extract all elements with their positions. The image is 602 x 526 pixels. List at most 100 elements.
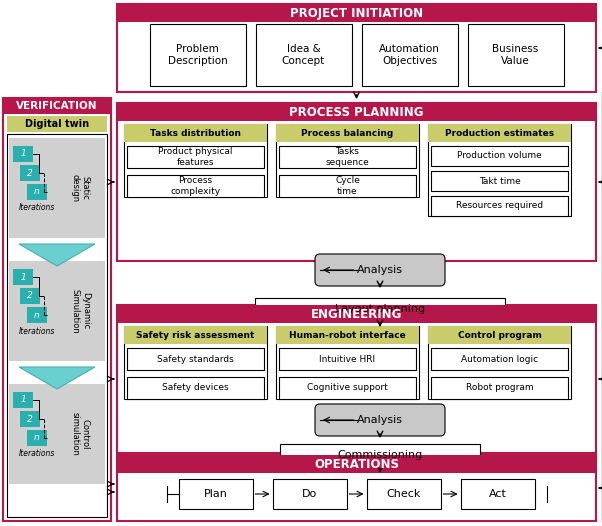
Text: Idea &
Concept: Idea & Concept (282, 44, 325, 66)
Text: Safety risk assessment: Safety risk assessment (136, 330, 255, 339)
Polygon shape (19, 244, 95, 266)
Text: Process balancing: Process balancing (302, 128, 394, 137)
Text: 2: 2 (27, 414, 33, 423)
FancyBboxPatch shape (13, 146, 33, 162)
FancyBboxPatch shape (20, 165, 40, 181)
Text: Problem
Description: Problem Description (167, 44, 228, 66)
Text: Commissioning: Commissioning (337, 450, 423, 460)
Text: Digital twin: Digital twin (25, 119, 89, 129)
Polygon shape (19, 367, 95, 389)
FancyBboxPatch shape (55, 261, 105, 361)
Text: Check: Check (386, 489, 421, 499)
FancyBboxPatch shape (20, 288, 40, 304)
Text: 2: 2 (27, 291, 33, 300)
Text: Automation
Objectives: Automation Objectives (379, 44, 440, 66)
Text: 2: 2 (27, 168, 33, 177)
FancyBboxPatch shape (279, 377, 416, 399)
FancyBboxPatch shape (27, 307, 47, 323)
Text: Analysis: Analysis (357, 265, 403, 275)
FancyBboxPatch shape (13, 392, 33, 408)
FancyBboxPatch shape (3, 98, 111, 114)
FancyBboxPatch shape (127, 377, 264, 399)
Text: Cognitive support: Cognitive support (307, 383, 388, 392)
FancyBboxPatch shape (7, 116, 107, 132)
Text: PROCESS PLANNING: PROCESS PLANNING (289, 106, 424, 118)
FancyBboxPatch shape (27, 430, 47, 446)
FancyBboxPatch shape (315, 254, 445, 286)
Text: PROJECT INITIATION: PROJECT INITIATION (290, 6, 423, 19)
FancyBboxPatch shape (468, 24, 563, 86)
FancyBboxPatch shape (279, 348, 416, 370)
FancyBboxPatch shape (428, 124, 571, 142)
FancyBboxPatch shape (117, 4, 596, 22)
Text: Human-robot interface: Human-robot interface (289, 330, 406, 339)
FancyBboxPatch shape (279, 175, 416, 197)
FancyBboxPatch shape (117, 455, 596, 473)
Text: Safety standards: Safety standards (157, 355, 234, 363)
Text: Tasks
sequence: Tasks sequence (326, 147, 370, 167)
Text: Takt time: Takt time (479, 177, 520, 186)
FancyBboxPatch shape (124, 326, 267, 399)
Text: Intuitive HRI: Intuitive HRI (320, 355, 376, 363)
FancyBboxPatch shape (276, 326, 419, 344)
FancyBboxPatch shape (13, 269, 33, 285)
Text: Product physical
features: Product physical features (158, 147, 233, 167)
FancyBboxPatch shape (117, 4, 596, 92)
FancyBboxPatch shape (27, 184, 47, 200)
Text: Control
simulation: Control simulation (70, 412, 90, 456)
FancyBboxPatch shape (428, 326, 571, 344)
FancyBboxPatch shape (127, 146, 264, 168)
Text: ENGINEERING: ENGINEERING (311, 308, 402, 320)
Text: 1: 1 (20, 149, 26, 158)
FancyBboxPatch shape (276, 326, 419, 399)
FancyBboxPatch shape (276, 124, 419, 197)
Text: 1: 1 (20, 272, 26, 281)
FancyBboxPatch shape (117, 305, 596, 323)
FancyBboxPatch shape (124, 124, 267, 142)
Text: Analysis: Analysis (357, 415, 403, 425)
FancyBboxPatch shape (255, 24, 352, 86)
FancyBboxPatch shape (55, 138, 105, 238)
FancyBboxPatch shape (276, 124, 419, 142)
FancyBboxPatch shape (273, 479, 347, 509)
Text: Safety devices: Safety devices (162, 383, 229, 392)
FancyBboxPatch shape (315, 404, 445, 436)
FancyBboxPatch shape (428, 326, 571, 399)
Text: Process
complexity: Process complexity (170, 176, 220, 196)
Text: Plan: Plan (203, 489, 228, 499)
Text: Cycle
time: Cycle time (335, 176, 360, 196)
FancyBboxPatch shape (179, 479, 252, 509)
FancyBboxPatch shape (124, 326, 267, 344)
FancyBboxPatch shape (9, 261, 105, 361)
Text: Act: Act (489, 489, 506, 499)
Text: Layout planning: Layout planning (335, 304, 425, 314)
FancyBboxPatch shape (431, 196, 568, 216)
FancyBboxPatch shape (124, 124, 267, 197)
FancyBboxPatch shape (117, 103, 596, 261)
Text: Iterations: Iterations (19, 204, 55, 213)
Text: OPERATIONS: OPERATIONS (314, 458, 399, 470)
FancyBboxPatch shape (428, 124, 571, 216)
FancyBboxPatch shape (3, 98, 111, 521)
Text: Iterations: Iterations (19, 450, 55, 459)
Text: n: n (34, 433, 40, 442)
FancyBboxPatch shape (361, 24, 458, 86)
FancyBboxPatch shape (431, 377, 568, 399)
Text: 1: 1 (20, 396, 26, 404)
Text: Do: Do (302, 489, 317, 499)
Text: Tasks distribution: Tasks distribution (150, 128, 241, 137)
Text: Static
design: Static design (70, 174, 90, 202)
Text: n: n (34, 187, 40, 197)
FancyBboxPatch shape (127, 348, 264, 370)
FancyBboxPatch shape (9, 138, 105, 238)
FancyBboxPatch shape (117, 305, 596, 453)
Text: Resources required: Resources required (456, 201, 543, 210)
FancyBboxPatch shape (431, 348, 568, 370)
Text: Production estimates: Production estimates (445, 128, 554, 137)
Text: Business
Value: Business Value (492, 44, 539, 66)
Text: Automation logic: Automation logic (461, 355, 538, 363)
FancyBboxPatch shape (279, 146, 416, 168)
FancyBboxPatch shape (55, 384, 105, 484)
Text: Production volume: Production volume (457, 151, 542, 160)
Text: Robot program: Robot program (466, 383, 533, 392)
